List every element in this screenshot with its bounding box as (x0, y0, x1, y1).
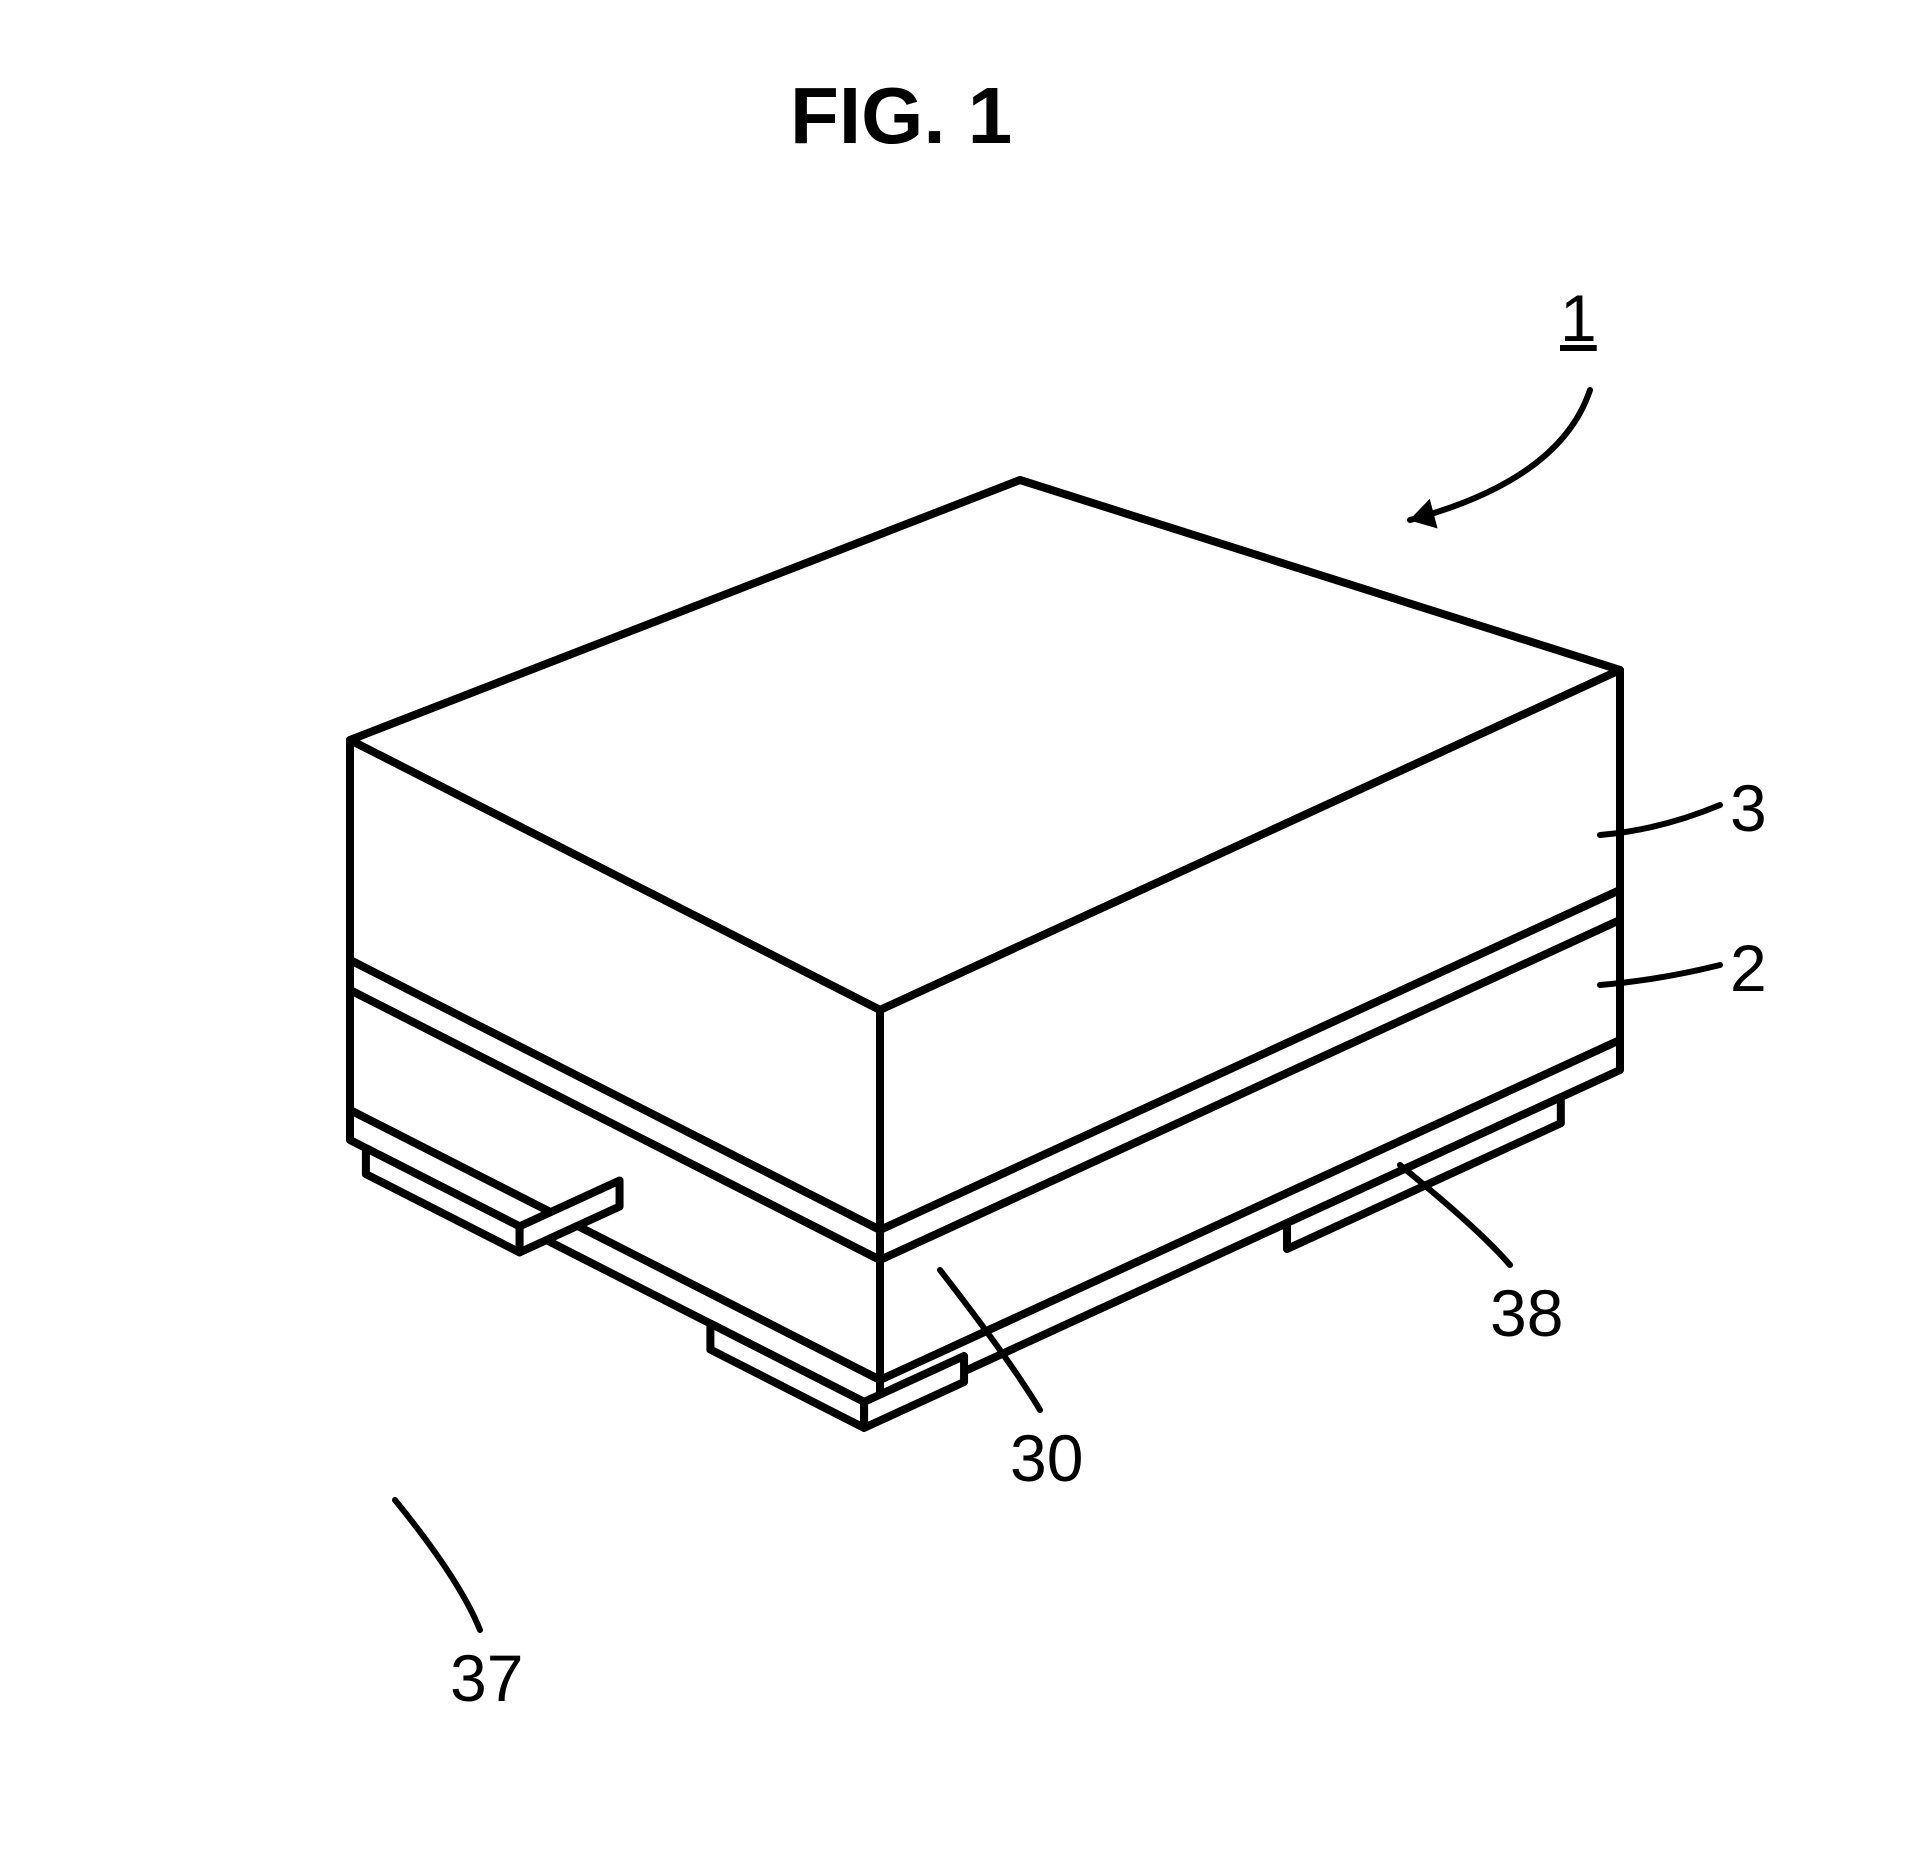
part-label-3: 3 (1730, 770, 1767, 846)
figure-title: FIG. 1 (790, 70, 1012, 162)
part-label-38: 38 (1490, 1275, 1563, 1351)
figure-stage: FIG. 1 1 3 2 38 30 37 (0, 0, 1907, 1865)
assembly-arrow-head (1410, 500, 1437, 528)
part-label-2: 2 (1730, 930, 1767, 1006)
lead-38 (1400, 1165, 1510, 1265)
figure-svg (0, 0, 1907, 1865)
assembly-arrow-shaft (1410, 390, 1590, 520)
part-label-30: 30 (1010, 1420, 1083, 1496)
lead-37 (395, 1500, 480, 1630)
part-label-37: 37 (450, 1640, 523, 1716)
assembly-ref-label: 1 (1560, 280, 1597, 356)
